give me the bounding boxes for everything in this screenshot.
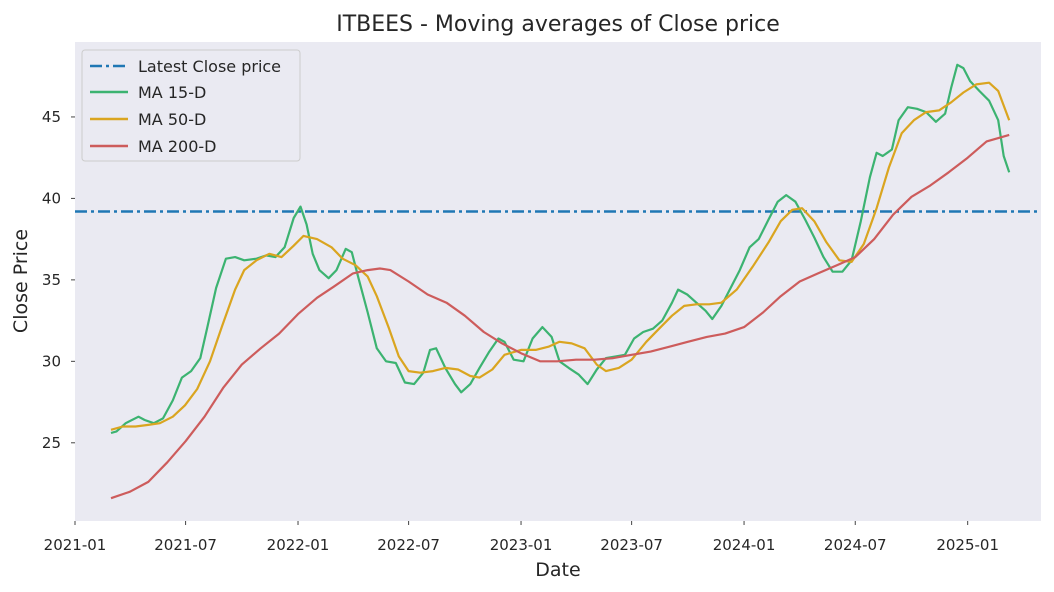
x-tick-label: 2021-01 <box>44 536 107 554</box>
x-tick-label: 2024-07 <box>824 536 887 554</box>
x-axis-title: Date <box>535 559 580 581</box>
y-tick-label: 30 <box>42 352 61 370</box>
x-axis-ticks: 2021-01 2021-07 2022-01 2022-07 2023-01 2023-… <box>44 521 999 554</box>
legend-box <box>81 49 301 162</box>
x-tick-label: 2024-01 <box>713 536 776 554</box>
y-tick-label: 40 <box>42 189 61 207</box>
legend-label-ma-50: MA 50-D <box>138 110 206 129</box>
legend-label-ma-15: MA 15-D <box>138 83 206 102</box>
chart-title: ITBEES - Moving averages of Close price <box>336 12 780 37</box>
y-axis-ticks: 25 30 35 40 45 <box>42 108 75 452</box>
y-axis-title: Close Price <box>10 229 32 333</box>
x-tick-label: 2021-07 <box>154 536 217 554</box>
x-tick-label: 2023-01 <box>490 536 553 554</box>
x-tick-label: 2022-01 <box>267 536 330 554</box>
y-tick-label: 25 <box>42 434 61 452</box>
series-lines <box>75 63 1041 500</box>
x-tick-label: 2025-01 <box>936 536 999 554</box>
ma-200-line <box>110 133 1010 500</box>
legend-label-latest-close: Latest Close price <box>138 57 281 76</box>
ma-50-line <box>110 81 1011 431</box>
legend-label-ma-200: MA 200-D <box>138 137 216 156</box>
y-tick-label: 35 <box>42 271 61 289</box>
x-tick-label: 2023-07 <box>600 536 663 554</box>
x-tick-label: 2022-07 <box>377 536 440 554</box>
y-tick-label: 45 <box>42 108 61 126</box>
legend: Latest Close price MA 15-D MA 50-D MA 20… <box>81 49 301 162</box>
